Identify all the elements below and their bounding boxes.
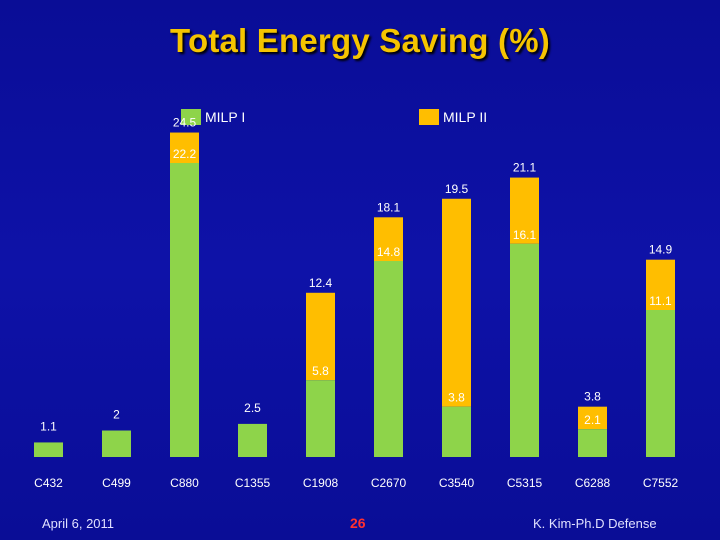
bar-milp1 bbox=[646, 310, 675, 457]
data-label-milp2: 24.5 bbox=[173, 116, 197, 130]
data-label-milp2: 21.1 bbox=[513, 161, 537, 175]
data-label-milp2: 18.1 bbox=[377, 200, 401, 214]
bar-milp2 bbox=[442, 198, 471, 407]
data-label-milp2: 14.9 bbox=[649, 243, 673, 257]
x-tick-label: C499 bbox=[102, 476, 131, 490]
bar-milp2 bbox=[510, 177, 539, 244]
bar-milp2 bbox=[170, 132, 199, 163]
data-label-milp1: 3.8 bbox=[448, 391, 465, 405]
legend-swatch-milp1 bbox=[181, 109, 201, 125]
footer-date: April 6, 2011 bbox=[42, 516, 115, 531]
bar-milp1 bbox=[34, 442, 63, 457]
bar-milp2 bbox=[646, 259, 675, 310]
x-tick-label: C5315 bbox=[507, 476, 543, 490]
x-tick-label: C3540 bbox=[439, 476, 475, 490]
chart-title: Total Energy Saving (%) bbox=[170, 22, 550, 59]
x-tick-label: C1908 bbox=[303, 476, 339, 490]
data-label-milp1: 16.1 bbox=[513, 228, 537, 242]
bar-milp2 bbox=[578, 406, 607, 430]
bar-milp1 bbox=[510, 243, 539, 457]
data-label-milp2: 12.4 bbox=[309, 276, 333, 290]
data-label-milp2: 3.8 bbox=[584, 390, 601, 404]
data-label-milp1: 2.5 bbox=[244, 401, 261, 415]
x-tick-label: C2670 bbox=[371, 476, 407, 490]
data-label-milp1: 2 bbox=[113, 408, 120, 422]
bar-milp1 bbox=[442, 406, 471, 457]
bar-milp1 bbox=[170, 163, 199, 457]
data-label-milp1: 2.1 bbox=[584, 413, 601, 427]
legend-swatch-milp2 bbox=[419, 109, 439, 125]
legend-item-milp2: MILP II bbox=[419, 109, 487, 125]
bar-milp1 bbox=[578, 429, 607, 457]
x-tick-label: C6288 bbox=[575, 476, 611, 490]
bar-milp2 bbox=[374, 217, 403, 261]
bar-milp2 bbox=[306, 292, 335, 381]
data-label-milp1: 11.1 bbox=[649, 294, 672, 308]
legend-label-milp2: MILP II bbox=[443, 109, 488, 125]
bar-milp1 bbox=[306, 380, 335, 457]
data-label-milp1: 5.8 bbox=[312, 364, 329, 378]
data-label-milp1: 14.8 bbox=[377, 245, 401, 259]
legend-item-milp1: MILP I bbox=[181, 109, 245, 125]
bar-milp1 bbox=[374, 261, 403, 457]
data-label-milp1: 22.2 bbox=[173, 147, 197, 161]
bar-milp1 bbox=[102, 430, 131, 457]
x-tick-label: C7552 bbox=[643, 476, 679, 490]
bar-milp1 bbox=[238, 423, 267, 457]
data-label-milp1: 1.1 bbox=[40, 419, 57, 433]
legend-label-milp1: MILP I bbox=[205, 109, 246, 125]
page-number: 26 bbox=[350, 515, 366, 531]
data-label-milp2: 19.5 bbox=[445, 182, 469, 196]
footer-author: K. Kim-Ph.D Defense bbox=[533, 516, 657, 531]
x-tick-label: C432 bbox=[34, 476, 63, 490]
x-tick-label: C1355 bbox=[235, 476, 271, 490]
x-tick-label: C880 bbox=[170, 476, 199, 490]
